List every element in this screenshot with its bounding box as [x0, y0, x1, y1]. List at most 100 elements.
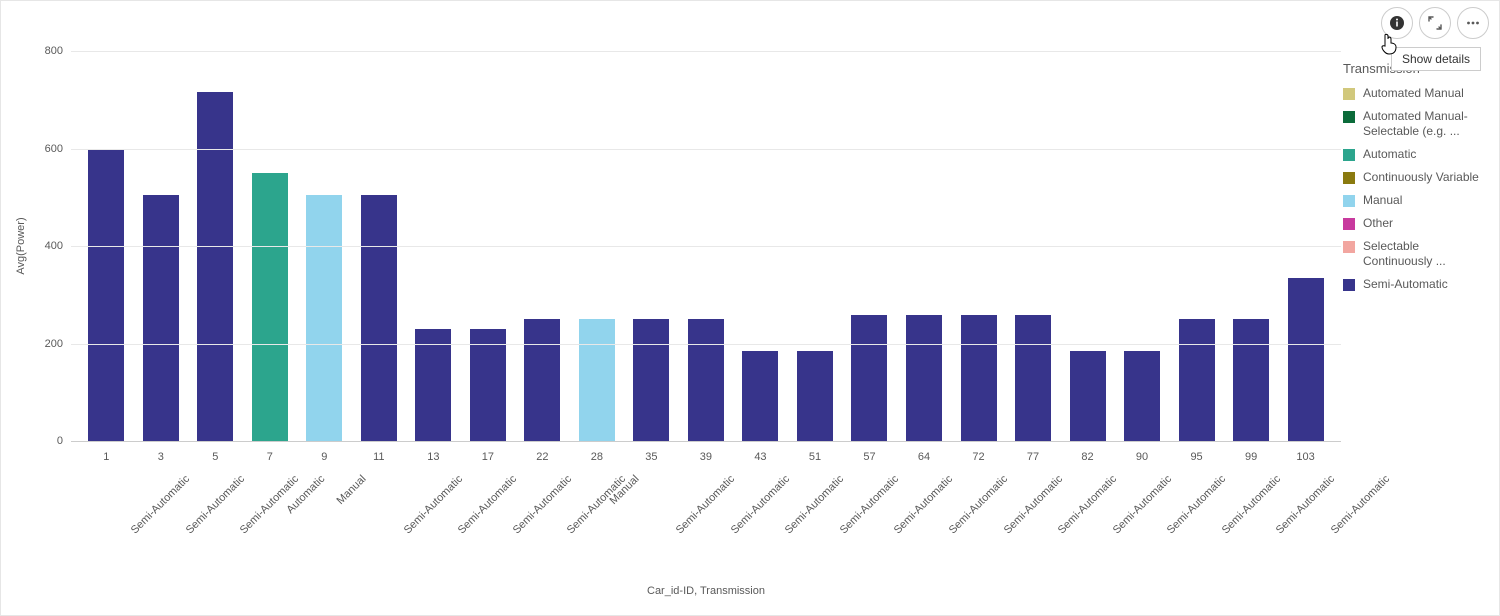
xlabel-slot: 3Semi-Automatic	[134, 445, 189, 463]
xlabel-transmission: Semi-Automatic	[947, 473, 1010, 536]
xlabel-slot: 28Manual	[570, 445, 625, 463]
legend-item[interactable]: Other	[1343, 216, 1483, 231]
legend-label: Automated Manual-Selectable (e.g. ...	[1363, 109, 1483, 139]
xlabel-slot: 1Semi-Automatic	[79, 445, 134, 463]
xlabel-slot: 7Automatic	[243, 445, 298, 463]
xlabel-slot: 95Semi-Automatic	[1169, 445, 1224, 463]
bar[interactable]	[579, 319, 615, 441]
xlabel-slot: 72Semi-Automatic	[951, 445, 1006, 463]
xlabel-id: 103	[1296, 451, 1314, 463]
fullscreen-button[interactable]	[1419, 7, 1451, 39]
xlabel-slot: 5Semi-Automatic	[188, 445, 243, 463]
bar[interactable]	[143, 195, 179, 441]
legend-item[interactable]: Continuously Variable	[1343, 170, 1483, 185]
legend-item[interactable]: Selectable Continuously ...	[1343, 239, 1483, 269]
ytick-label: 200	[45, 338, 63, 350]
xlabel-slot: 51Semi-Automatic	[788, 445, 843, 463]
bar[interactable]	[306, 195, 342, 441]
bar[interactable]	[197, 92, 233, 441]
xlabel-slot: 39Semi-Automatic	[679, 445, 734, 463]
bar[interactable]	[252, 173, 288, 441]
bar[interactable]	[851, 315, 887, 441]
gridline	[71, 344, 1341, 345]
bar[interactable]	[524, 319, 560, 441]
xlabel-slot: 82Semi-Automatic	[1060, 445, 1115, 463]
info-button[interactable]	[1381, 7, 1413, 39]
xlabel-slot: 64Semi-Automatic	[897, 445, 952, 463]
xlabel-slot: 103Semi-Automatic	[1278, 445, 1333, 463]
xlabel-id: 72	[972, 451, 984, 463]
legend-swatch	[1343, 172, 1355, 184]
xlabel-id: 51	[809, 451, 821, 463]
xlabel-id: 9	[321, 451, 327, 463]
xlabel-id: 22	[536, 451, 548, 463]
expand-icon	[1428, 16, 1442, 30]
bar[interactable]	[361, 195, 397, 441]
xlabel-slot: 35Semi-Automatic	[624, 445, 679, 463]
bar[interactable]	[906, 315, 942, 441]
bar[interactable]	[633, 319, 669, 441]
bar[interactable]	[742, 351, 778, 441]
xlabel-id: 1	[103, 451, 109, 463]
legend-swatch	[1343, 195, 1355, 207]
more-options-button[interactable]	[1457, 7, 1489, 39]
xlabel-id: 7	[267, 451, 273, 463]
bar[interactable]	[1124, 351, 1160, 441]
bar[interactable]	[1179, 319, 1215, 441]
bar[interactable]	[1070, 351, 1106, 441]
bar[interactable]	[1015, 315, 1051, 441]
xlabel-slot: 77Semi-Automatic	[1006, 445, 1061, 463]
gridline	[71, 441, 1341, 442]
chart-plot-area: 0200400600800	[71, 51, 1341, 441]
legend-swatch	[1343, 218, 1355, 230]
gridline	[71, 149, 1341, 150]
xlabel-id: 95	[1190, 451, 1202, 463]
legend-label: Other	[1363, 216, 1393, 231]
xlabel-slot: 11Semi-Automatic	[352, 445, 407, 463]
xlabel-id: 3	[158, 451, 164, 463]
legend-item[interactable]: Automated Manual	[1343, 86, 1483, 101]
bar[interactable]	[1233, 319, 1269, 441]
xlabel-id: 90	[1136, 451, 1148, 463]
ellipsis-icon	[1465, 15, 1481, 31]
ytick-label: 400	[45, 240, 63, 252]
bar[interactable]	[688, 319, 724, 441]
legend-swatch	[1343, 88, 1355, 100]
legend-item[interactable]: Manual	[1343, 193, 1483, 208]
xlabel-id: 17	[482, 451, 494, 463]
info-tooltip-text: Show details	[1402, 52, 1470, 66]
legend-item[interactable]: Automatic	[1343, 147, 1483, 162]
ytick-label: 600	[45, 143, 63, 155]
xlabel-id: 5	[212, 451, 218, 463]
xlabel-slot: 90Semi-Automatic	[1115, 445, 1170, 463]
xlabel-id: 99	[1245, 451, 1257, 463]
legend-label: Automated Manual	[1363, 86, 1464, 101]
bar[interactable]	[470, 329, 506, 441]
xlabel-id: 28	[591, 451, 603, 463]
bar[interactable]	[88, 149, 124, 442]
xlabel-slot: 9Manual	[297, 445, 352, 463]
xlabel-id: 57	[863, 451, 875, 463]
legend-item[interactable]: Automated Manual-Selectable (e.g. ...	[1343, 109, 1483, 139]
xlabel-transmission: Semi-Automatic	[1274, 473, 1337, 536]
xlabel-id: 13	[427, 451, 439, 463]
xlabel-slot: 22Semi-Automatic	[515, 445, 570, 463]
gridline	[71, 51, 1341, 52]
panel-toolbar	[1381, 7, 1489, 39]
bar[interactable]	[415, 329, 451, 441]
legend-swatch	[1343, 111, 1355, 123]
legend-label: Selectable Continuously ...	[1363, 239, 1483, 269]
xlabel-transmission: Manual	[335, 473, 369, 507]
xlabel-id: 77	[1027, 451, 1039, 463]
xlabel-slot: 99Semi-Automatic	[1224, 445, 1279, 463]
chart-panel: Show details Avg(Power) 0200400600800 1S…	[0, 0, 1500, 616]
legend-label: Automatic	[1363, 147, 1416, 162]
bar[interactable]	[797, 351, 833, 441]
bar[interactable]	[961, 315, 997, 441]
xaxis-labels: 1Semi-Automatic3Semi-Automatic5Semi-Auto…	[71, 445, 1341, 463]
legend-item[interactable]: Semi-Automatic	[1343, 277, 1483, 292]
legend-swatch	[1343, 279, 1355, 291]
xlabel-transmission: Semi-Automatic	[1328, 473, 1391, 536]
bar[interactable]	[1288, 278, 1324, 441]
info-tooltip: Show details	[1391, 47, 1481, 71]
